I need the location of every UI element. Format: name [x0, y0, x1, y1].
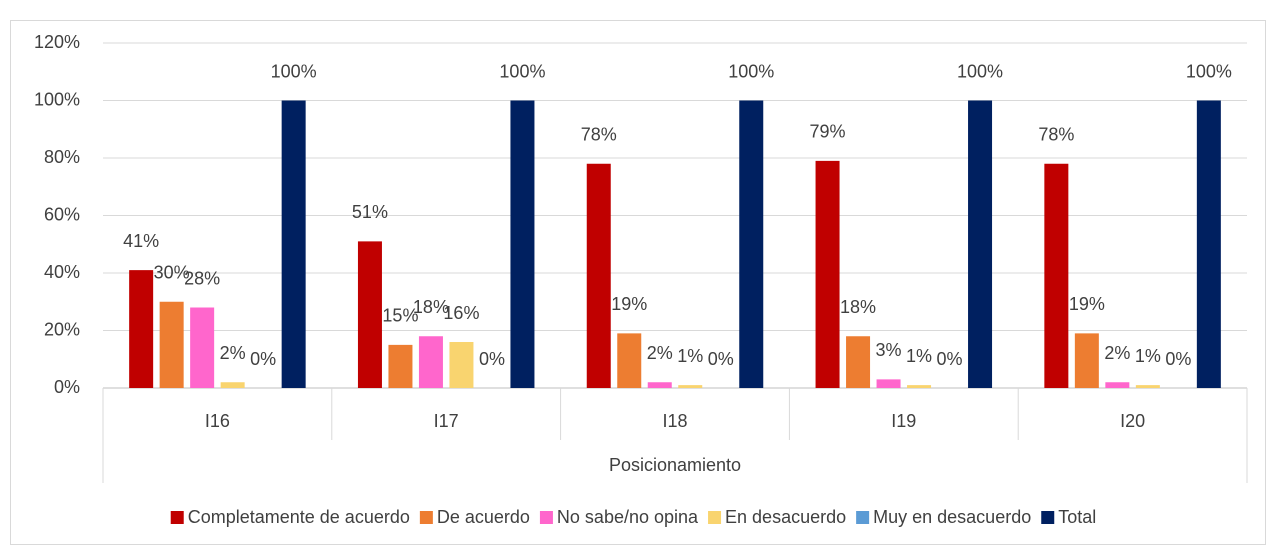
- x-tick-label: I17: [434, 411, 459, 431]
- chart-frame: [10, 20, 1266, 545]
- bar: [1196, 100, 1221, 388]
- data-label: 100%: [271, 61, 317, 81]
- x-axis-title: Posicionamiento: [609, 455, 741, 475]
- bar: [739, 100, 764, 388]
- legend-label: Total: [1058, 507, 1096, 527]
- legend-swatch: [708, 511, 722, 524]
- bar: [357, 241, 382, 388]
- data-label: 100%: [957, 61, 1003, 81]
- data-label: 0%: [479, 349, 505, 369]
- bar: [418, 336, 443, 388]
- data-label: 19%: [611, 294, 647, 314]
- legend-label: Muy en desacuerdo: [873, 507, 1031, 527]
- data-label: 2%: [647, 343, 673, 363]
- legend-label: Completamente de acuerdo: [188, 507, 410, 527]
- y-tick-label: 60%: [44, 204, 80, 224]
- data-label: 3%: [876, 340, 902, 360]
- bar: [449, 342, 474, 388]
- data-label: 28%: [184, 268, 220, 288]
- bar: [968, 100, 993, 388]
- data-label: 15%: [382, 306, 418, 326]
- bar: [1105, 382, 1130, 388]
- bar: [876, 379, 901, 388]
- data-label: 18%: [413, 297, 449, 317]
- data-label: 1%: [677, 346, 703, 366]
- x-tick-label: I16: [205, 411, 230, 431]
- data-label: 30%: [154, 263, 190, 283]
- data-label: 78%: [581, 125, 617, 145]
- legend-label: En desacuerdo: [725, 507, 846, 527]
- bar: [1044, 163, 1069, 388]
- legend-label: De acuerdo: [437, 507, 530, 527]
- bar: [388, 344, 413, 388]
- bar: [281, 100, 306, 388]
- data-label: 0%: [250, 349, 276, 369]
- legend-label: No sabe/no opina: [557, 507, 699, 527]
- bar: [678, 385, 703, 388]
- legend-swatch: [419, 511, 433, 524]
- legend-swatch: [856, 511, 870, 524]
- bar: [647, 382, 672, 388]
- bar: [907, 385, 932, 388]
- data-label: 1%: [1135, 346, 1161, 366]
- y-tick-label: 80%: [44, 147, 80, 167]
- x-tick-label: I19: [891, 411, 916, 431]
- y-tick-label: 20%: [44, 319, 80, 339]
- y-tick-label: 120%: [34, 32, 80, 52]
- data-label: 78%: [1038, 125, 1074, 145]
- bar: [159, 301, 184, 388]
- data-label: 100%: [1186, 61, 1232, 81]
- bar: [1135, 385, 1160, 388]
- data-label: 18%: [840, 297, 876, 317]
- bar: [617, 333, 642, 388]
- bar: [190, 307, 215, 388]
- bar: [815, 160, 840, 388]
- bar: [129, 270, 154, 388]
- data-label: 0%: [1165, 349, 1191, 369]
- bar: [220, 382, 245, 388]
- data-label: 100%: [728, 61, 774, 81]
- bar: [846, 336, 871, 388]
- data-label: 16%: [443, 303, 479, 323]
- y-tick-label: 40%: [44, 262, 80, 282]
- data-label: 0%: [937, 349, 963, 369]
- data-label: 51%: [352, 202, 388, 222]
- x-tick-label: I20: [1120, 411, 1145, 431]
- y-tick-label: 100%: [34, 89, 80, 109]
- legend-swatch: [539, 511, 553, 524]
- legend-swatch: [1041, 511, 1055, 524]
- data-label: 19%: [1069, 294, 1105, 314]
- data-label: 100%: [499, 61, 545, 81]
- legend-swatch: [170, 511, 184, 524]
- bar: [586, 163, 611, 388]
- data-label: 2%: [1104, 343, 1130, 363]
- data-label: 41%: [123, 231, 159, 251]
- data-label: 0%: [708, 349, 734, 369]
- bar: [1074, 333, 1099, 388]
- data-label: 79%: [810, 122, 846, 142]
- y-tick-label: 0%: [54, 377, 80, 397]
- x-tick-label: I18: [662, 411, 687, 431]
- data-label: 2%: [220, 343, 246, 363]
- data-label: 1%: [906, 346, 932, 366]
- bar: [510, 100, 535, 388]
